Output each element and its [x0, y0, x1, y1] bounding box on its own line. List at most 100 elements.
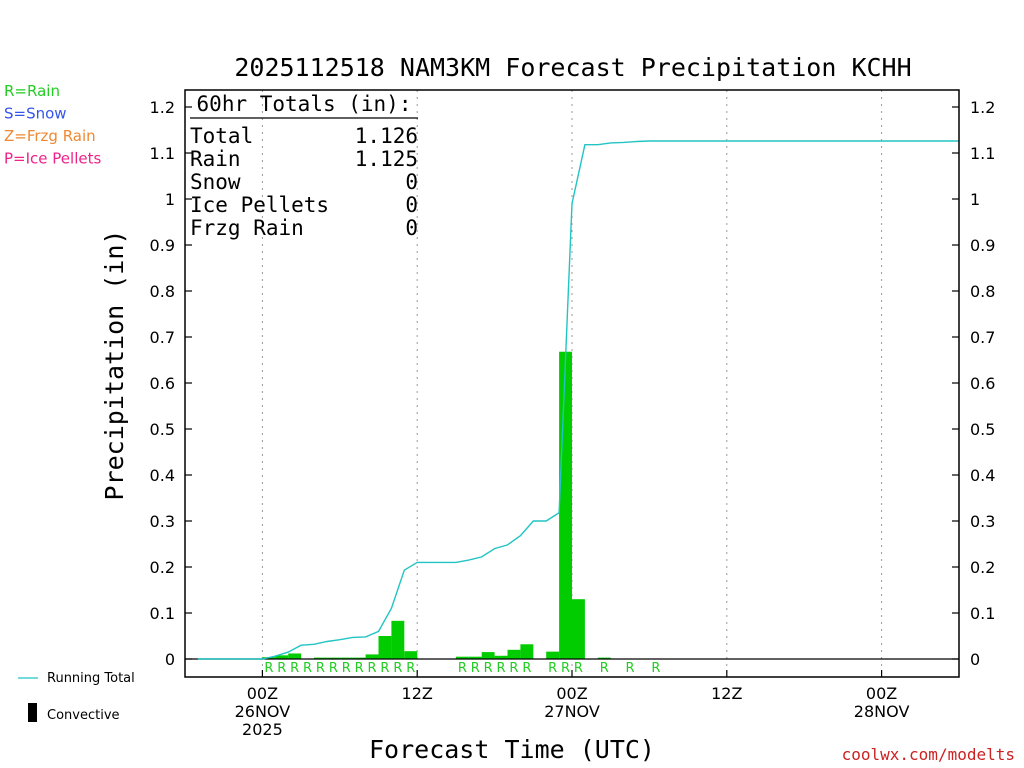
precip-type-letter: R — [406, 661, 415, 676]
precip-type-letter: R — [393, 661, 402, 676]
y-tick-label: 0.7 — [150, 328, 175, 347]
precip-bar — [391, 620, 405, 659]
precip-bar — [326, 657, 340, 659]
precip-type-letter: R — [497, 661, 506, 676]
precip-type-letter: R — [626, 661, 635, 676]
precip-bars — [262, 351, 611, 659]
running-total-line — [197, 140, 959, 660]
y-tick-label: 1.2 — [150, 98, 175, 117]
y-axis-label: Precipitation (in) — [100, 230, 129, 501]
precip-type-letter: R — [316, 661, 325, 676]
x-tick-label: 27NOV — [544, 702, 600, 721]
x-tick-label: 2025 — [242, 720, 283, 739]
precip-type-letter: R — [484, 661, 493, 676]
y-tick-label: 0.5 — [150, 420, 175, 439]
convective-legend-label: Convective — [47, 708, 120, 723]
totals-row-label: Ice Pellets — [190, 193, 329, 217]
credit-link[interactable]: coolwx.com/modelts — [842, 745, 1015, 764]
y-tick-label-right: 0 — [970, 650, 980, 669]
totals-row-value: 0 — [405, 170, 418, 194]
y-tick-label: 1.1 — [150, 144, 175, 163]
running-total-legend-label: Running Total — [47, 671, 135, 686]
precip-bar — [455, 656, 469, 659]
y-tick-label-right: 0.6 — [970, 374, 995, 393]
totals-row-label: Rain — [190, 147, 241, 171]
precip-type-letter: R — [458, 661, 467, 676]
x-axis-label: Forecast Time (UTC) — [369, 735, 655, 764]
y-tick-label: 0.4 — [150, 466, 175, 485]
precip-type-letter: R — [303, 661, 312, 676]
precip-type-letter: R — [329, 661, 338, 676]
precip-bar — [314, 657, 327, 659]
x-tick-label: 00Z — [247, 684, 278, 703]
precip-type-letter: R — [264, 661, 273, 676]
precip-type-legend-item: P=Ice Pellets — [4, 150, 101, 168]
y-tick-label: 1 — [165, 190, 175, 209]
x-tick-label: 28NOV — [854, 702, 910, 721]
precip-bar — [404, 651, 418, 659]
precip-type-letter: R — [380, 661, 389, 676]
y-tick-label-right: 0.2 — [970, 558, 995, 577]
precip-type-letter: R — [561, 661, 570, 676]
precip-type-letter: R — [574, 661, 583, 676]
precip-type-letter: R — [277, 661, 286, 676]
precip-bar — [494, 655, 508, 659]
precip-type-legend-item: R=Rain — [4, 82, 60, 100]
y-tick-label-right: 1 — [970, 190, 980, 209]
x-tick-label: 00Z — [556, 684, 587, 703]
y-tick-label: 0.2 — [150, 558, 175, 577]
totals-row-label: Snow — [190, 170, 241, 194]
precip-type-legend-item: Z=Frzg Rain — [4, 127, 96, 145]
precip-bar — [275, 655, 289, 659]
precip-type-legend-item: S=Snow — [4, 105, 67, 123]
precip-type-letter: R — [651, 661, 660, 676]
y-tick-label-right: 0.4 — [970, 466, 995, 485]
totals-row-value: 1.125 — [355, 147, 418, 171]
running-total-series — [197, 140, 959, 660]
precip-type-letter: R — [471, 661, 480, 676]
y-tick-label: 0.6 — [150, 374, 175, 393]
y-tick-label: 0 — [165, 650, 175, 669]
y-tick-label: 0.9 — [150, 236, 175, 255]
precip-bar — [365, 654, 379, 659]
y-tick-label-right: 0.3 — [970, 512, 995, 531]
y-tick-label-right: 0.8 — [970, 282, 995, 301]
precip-type-legend: R=Rain S=Snow Z=Frzg Rain P=Ice Pellets — [4, 82, 101, 168]
precip-type-letter: R — [355, 661, 364, 676]
x-tick-label: 00Z — [866, 684, 897, 703]
y-tick-label-right: 0.7 — [970, 328, 995, 347]
chart-title: 2025112518 NAM3KM Forecast Precipitation… — [234, 53, 911, 82]
y-tick-label: 0.3 — [150, 512, 175, 531]
y-tick-label-right: 0.5 — [970, 420, 995, 439]
precip-type-letter: R — [522, 661, 531, 676]
precip-bar — [597, 657, 611, 659]
precip-bar — [352, 657, 366, 659]
precip-bar — [507, 649, 521, 659]
precip-bar — [572, 599, 585, 659]
precip-type-letter: R — [368, 661, 377, 676]
precip-type-letter: R — [290, 661, 299, 676]
x-tick-label: 12Z — [711, 684, 742, 703]
y-axis: 0 00.1 0.10.2 0.20.3 0.30.4 0.40.5 0.50.6 0.60.… — [150, 98, 996, 669]
precip-type-letter: R — [600, 661, 609, 676]
convective-legend-swatch — [28, 703, 37, 722]
y-tick-label-right: 0.9 — [970, 236, 995, 255]
precip-bar — [546, 651, 560, 659]
totals-row-value: 0 — [405, 193, 418, 217]
precip-bar — [520, 644, 534, 659]
y-tick-label: 0.1 — [150, 604, 175, 623]
y-tick-label-right: 1.1 — [970, 144, 995, 163]
precip-bar — [468, 656, 482, 659]
precip-type-letter: R — [548, 661, 557, 676]
bottom-legend: Running Total Convective — [18, 671, 135, 723]
precip-bar — [339, 657, 353, 659]
totals-row-value: 0 — [405, 216, 418, 240]
precip-bar — [378, 636, 392, 659]
totals-row-label: Frzg Rain — [190, 216, 304, 240]
precip-bar — [481, 652, 495, 659]
x-tick-label: 12Z — [402, 684, 433, 703]
y-tick-label-right: 1.2 — [970, 98, 995, 117]
